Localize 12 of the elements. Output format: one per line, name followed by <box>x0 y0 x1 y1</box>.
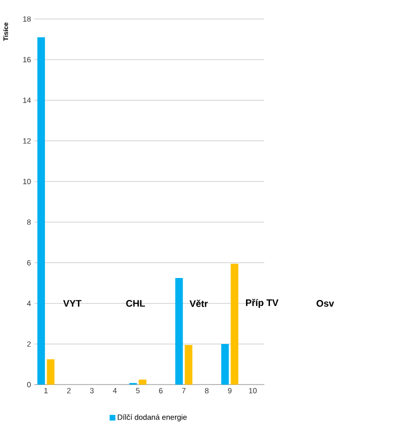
bar <box>184 345 192 385</box>
bar <box>138 380 146 385</box>
bar <box>46 359 54 385</box>
bar <box>175 278 183 385</box>
bar <box>37 37 45 385</box>
annotation: Větr <box>190 300 208 307</box>
bar <box>230 264 238 385</box>
bar <box>221 344 229 385</box>
annotation: CHL <box>126 300 145 307</box>
annotation: Příp TV <box>246 298 278 308</box>
annotation: VYT <box>63 300 82 307</box>
text: Osv <box>316 300 334 307</box>
